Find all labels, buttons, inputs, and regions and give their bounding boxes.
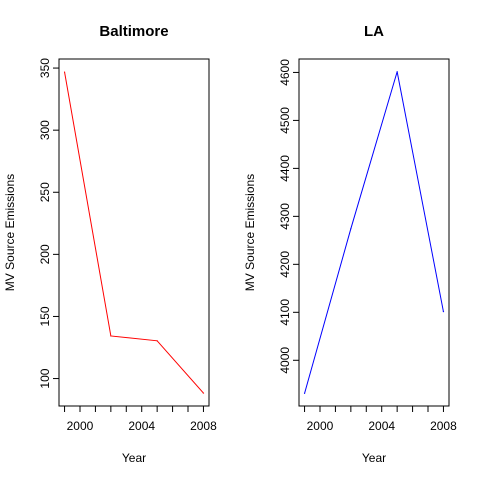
y-tick-label-la-4200: 4200 [278, 251, 292, 278]
y-tick-label-la-4500: 4500 [278, 107, 292, 134]
y-tick-label-baltimore-350: 350 [38, 58, 52, 78]
data-point-baltimore-2002 [110, 335, 112, 337]
series-group-la [303, 71, 445, 394]
data-point-baltimore-2005 [156, 340, 158, 342]
x-axis-label-la: Year [362, 451, 386, 465]
x-tick-label-la-2008: 2008 [430, 419, 457, 433]
chart-title-baltimore: Baltimore [99, 23, 168, 40]
panel-la: LA 2000 2004 2008 4000 4100 4200 4300 4400 4500… [243, 23, 457, 465]
y-tick-label-la-4000: 4000 [278, 347, 292, 374]
x-axis-label-baltimore: Year [122, 451, 146, 465]
data-point-la-2002 [350, 228, 352, 230]
data-point-baltimore-2008 [202, 392, 205, 394]
panel-baltimore: Baltimore 2000 2004 2008 100 150 200 250 300 35… [3, 23, 217, 465]
y-tick-label-la-4300: 4300 [278, 203, 292, 230]
x-tick-label-baltimore-2004: 2004 [128, 419, 155, 433]
y-tick-label-la-4100: 4100 [278, 299, 292, 326]
x-tick-label-la-2004: 2004 [368, 419, 395, 433]
x-axis-baltimore: 2000 2004 2008 [64, 405, 217, 433]
x-tick-label-la-2000: 2000 [307, 419, 334, 433]
x-axis-la: 2000 2004 2008 [304, 405, 457, 433]
y-tick-label-baltimore-150: 150 [38, 306, 52, 326]
data-point-la-2008 [442, 311, 445, 313]
y-tick-label-baltimore-250: 250 [38, 182, 52, 202]
y-axis-label-baltimore: MV Source Emissions [3, 174, 17, 291]
series-group-baltimore [63, 71, 205, 394]
y-tick-label-la-4600: 4600 [278, 59, 292, 86]
y-tick-label-baltimore-300: 300 [38, 120, 52, 140]
chart-title-la: LA [364, 23, 384, 40]
x-tick-label-baltimore-2000: 2000 [67, 419, 94, 433]
x-tick-label-baltimore-2008: 2008 [190, 419, 217, 433]
y-axis-label-la: MV Source Emissions [243, 174, 257, 291]
data-point-baltimore-1999 [63, 71, 66, 73]
data-point-la-2005 [396, 71, 398, 73]
y-tick-label-baltimore-200: 200 [38, 244, 52, 264]
y-axis-la: 4000 4100 4200 4300 4400 4500 4600 [278, 59, 300, 374]
data-point-la-1999 [303, 392, 306, 394]
series-line-la [304, 71, 444, 394]
y-tick-label-baltimore-100: 100 [38, 368, 52, 388]
y-tick-label-la-4400: 4400 [278, 155, 292, 182]
series-line-baltimore [64, 71, 204, 394]
y-axis-baltimore: 100 150 200 250 300 350 [38, 58, 60, 389]
